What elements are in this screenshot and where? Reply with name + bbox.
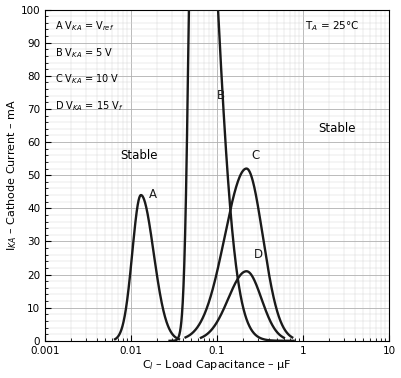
Text: A V$_{KA}$ = V$_{ref}$: A V$_{KA}$ = V$_{ref}$ <box>55 19 114 33</box>
Text: T$_A$ = 25°C: T$_A$ = 25°C <box>305 19 359 33</box>
Text: B: B <box>217 89 225 102</box>
Text: B V$_{KA}$ = 5 V: B V$_{KA}$ = 5 V <box>55 46 113 59</box>
Text: C: C <box>251 149 259 162</box>
X-axis label: C$_l$ – Load Capacitance – μF: C$_l$ – Load Capacitance – μF <box>142 358 292 372</box>
Text: D V$_{KA}$ = 15 V$_f$: D V$_{KA}$ = 15 V$_f$ <box>55 99 124 113</box>
Text: C V$_{KA}$ = 10 V: C V$_{KA}$ = 10 V <box>55 72 119 86</box>
Y-axis label: I$_{KA}$ – Cathode Current – mA: I$_{KA}$ – Cathode Current – mA <box>6 99 19 251</box>
Text: A: A <box>149 188 157 201</box>
Text: Stable: Stable <box>318 122 356 135</box>
Text: Stable: Stable <box>120 149 158 162</box>
Text: D: D <box>254 248 263 261</box>
